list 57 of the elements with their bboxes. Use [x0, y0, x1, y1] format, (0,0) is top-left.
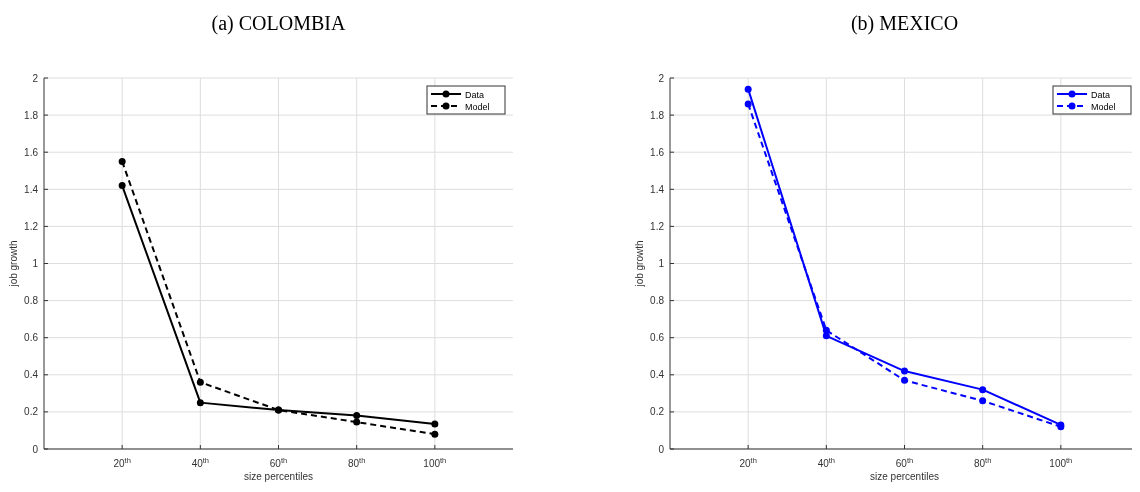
y-tick-label: 0.8 — [650, 295, 665, 307]
x-tick-label: 40$^{th}$ — [817, 455, 836, 469]
legend-label: Model — [465, 101, 490, 112]
y-tick-label: 0.2 — [24, 406, 39, 418]
x-tick-label: 60$^{th}$ — [269, 455, 288, 469]
point — [744, 85, 752, 93]
y-tick-label: 1.2 — [650, 220, 665, 232]
y-tick-label: 0.6 — [24, 332, 39, 344]
point — [979, 397, 987, 405]
y-tick-label: 1.6 — [24, 146, 39, 158]
legend-label: Model — [1091, 101, 1116, 112]
y-tick-label: 0 — [658, 443, 665, 455]
y-tick-label: 2 — [658, 72, 665, 84]
x-tick-label: 60$^{th}$ — [895, 455, 914, 469]
legend-label: Data — [465, 89, 485, 100]
point — [744, 100, 752, 108]
point — [196, 399, 204, 407]
y-tick-label: 0.4 — [650, 369, 665, 381]
point — [353, 418, 361, 426]
y-axis-title: job growth — [8, 240, 19, 288]
point — [901, 367, 908, 375]
y-tick-label: 1.2 — [24, 220, 39, 232]
x-tick-label: 80$^{th}$ — [973, 455, 992, 469]
y-tick-label: 2 — [32, 72, 39, 84]
legend-label: Data — [1091, 89, 1111, 100]
chart-title: (b) MEXICO — [850, 11, 959, 35]
y-tick-label: 0.2 — [650, 406, 665, 418]
point — [431, 420, 439, 428]
y-tick-label: 1.4 — [24, 183, 39, 195]
point — [118, 157, 126, 165]
x-tick-label: 20$^{th}$ — [739, 455, 757, 469]
x-axis-title: size percentiles — [870, 471, 939, 482]
x-tick-label: 20$^{th}$ — [113, 455, 131, 469]
point — [901, 376, 908, 384]
y-tick-label: 1.8 — [650, 109, 665, 121]
point — [979, 386, 987, 394]
x-tick-label: 100$^{th}$ — [1049, 455, 1073, 469]
y-tick-label: 1.8 — [24, 109, 39, 121]
y-tick-label: 0.6 — [650, 332, 665, 344]
y-tick-label: 0 — [32, 443, 39, 455]
y-tick-label: 1 — [32, 258, 39, 269]
y-axis-title: job growth — [634, 240, 645, 288]
x-tick-label: 100$^{th}$ — [423, 455, 447, 469]
point — [196, 378, 204, 386]
x-tick-label: 40$^{th}$ — [191, 455, 210, 469]
point — [118, 182, 126, 190]
y-tick-label: 0.4 — [24, 369, 39, 381]
point — [353, 412, 361, 420]
y-tick-label: 1 — [658, 258, 665, 269]
point — [822, 326, 830, 334]
y-tick-label: 1.6 — [650, 146, 665, 158]
point — [431, 430, 439, 438]
x-axis-title: size percentiles — [244, 471, 313, 482]
x-tick-label: 80$^{th}$ — [347, 455, 366, 469]
y-tick-label: 0.8 — [24, 295, 39, 307]
y-tick-label: 1.4 — [650, 183, 665, 195]
chart-title: (a) COLOMBIA — [211, 11, 346, 35]
